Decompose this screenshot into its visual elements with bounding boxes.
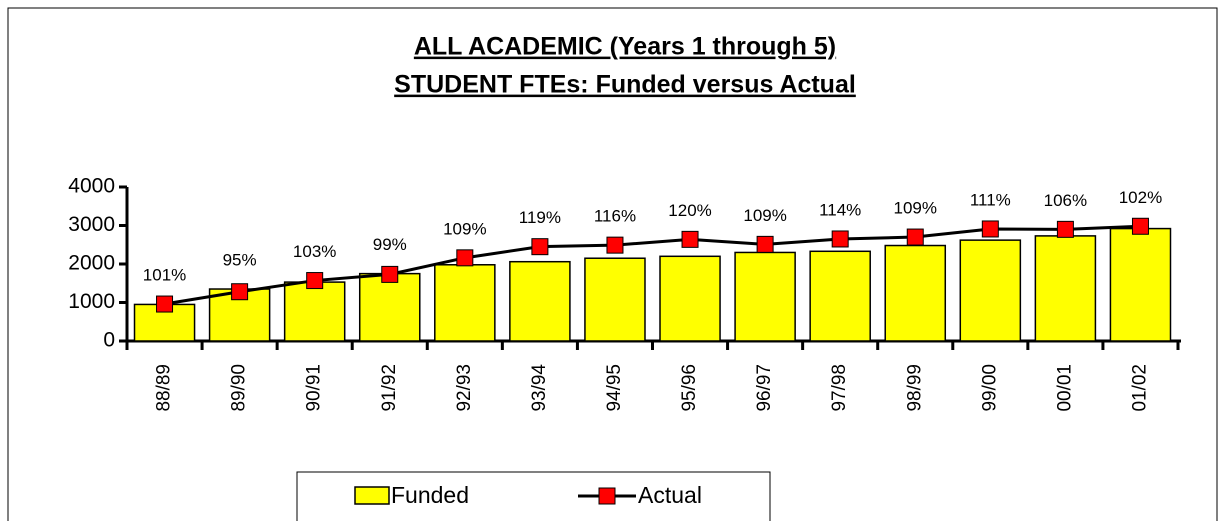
bar: [959, 239, 1022, 342]
annotation: 109%: [743, 206, 786, 225]
chart-title: ALL ACADEMIC (Years 1 through 5): [414, 33, 836, 61]
x-tick-label: 92/93: [454, 364, 475, 412]
annotation: 109%: [894, 199, 937, 218]
y-tick-label: 1000: [68, 290, 115, 313]
x-tick-label: 88/89: [154, 364, 175, 412]
y-tick-label: 2000: [68, 252, 115, 275]
marker: [531, 238, 549, 256]
x-tick-label: 91/92: [379, 364, 400, 412]
bar: [584, 257, 646, 342]
annotation: 111%: [970, 190, 1011, 209]
x-tick-label: 01/02: [1129, 364, 1150, 412]
bar: [734, 251, 796, 342]
legend-marker: [598, 487, 616, 505]
legend-label: Actual: [638, 482, 702, 508]
x-tick-label: 99/00: [979, 364, 1000, 412]
annotation: 106%: [1044, 191, 1087, 210]
marker: [381, 265, 399, 283]
y-tick-label: 3000: [68, 213, 115, 236]
marker: [1131, 217, 1149, 235]
x-tick-label: 94/95: [604, 364, 625, 412]
x-tick-label: 95/96: [679, 364, 700, 412]
annotation: 101%: [143, 266, 186, 285]
annotation: 120%: [668, 201, 711, 220]
marker: [831, 230, 849, 248]
y-tick-label: 4000: [68, 175, 115, 198]
bar: [283, 281, 346, 342]
x-tick-label: 93/94: [529, 364, 550, 412]
annotation: 99%: [373, 235, 407, 254]
marker: [756, 235, 774, 253]
marker: [456, 249, 474, 267]
annotation: 102%: [1119, 188, 1162, 207]
bar: [1034, 235, 1097, 342]
bar: [509, 260, 571, 342]
legend-label: Funded: [391, 482, 469, 508]
annotation: 103%: [293, 242, 336, 261]
y-tick-label: 0: [103, 329, 115, 352]
bar: [1109, 227, 1172, 342]
x-tick-label: 96/97: [754, 364, 775, 412]
legend-swatch: [354, 486, 390, 505]
chart-border: [7, 7, 1218, 521]
bar: [358, 272, 421, 342]
x-tick-label: 98/99: [904, 364, 925, 412]
annotation: 116%: [594, 207, 636, 226]
marker: [606, 236, 624, 254]
marker: [1056, 220, 1074, 238]
x-tick-label: 90/91: [304, 364, 325, 412]
annotation: 109%: [443, 219, 486, 238]
marker: [681, 230, 699, 248]
x-tick-label: 00/01: [1054, 364, 1075, 412]
chart-subtitle: STUDENT FTEs: Funded versus Actual: [394, 71, 856, 99]
line: [164, 224, 1141, 306]
bar: [434, 264, 496, 342]
marker: [156, 295, 174, 313]
marker: [981, 220, 999, 238]
annotation: 95%: [223, 251, 257, 270]
marker: [306, 272, 324, 290]
annotation: 119%: [519, 208, 561, 227]
x-tick-label: 89/90: [229, 364, 250, 412]
bar: [659, 255, 721, 342]
x-tick-label: 97/98: [829, 364, 850, 412]
marker: [231, 283, 249, 301]
bar: [809, 250, 871, 342]
annotation: 114%: [819, 200, 861, 219]
bar: [884, 244, 947, 342]
marker: [906, 228, 924, 246]
